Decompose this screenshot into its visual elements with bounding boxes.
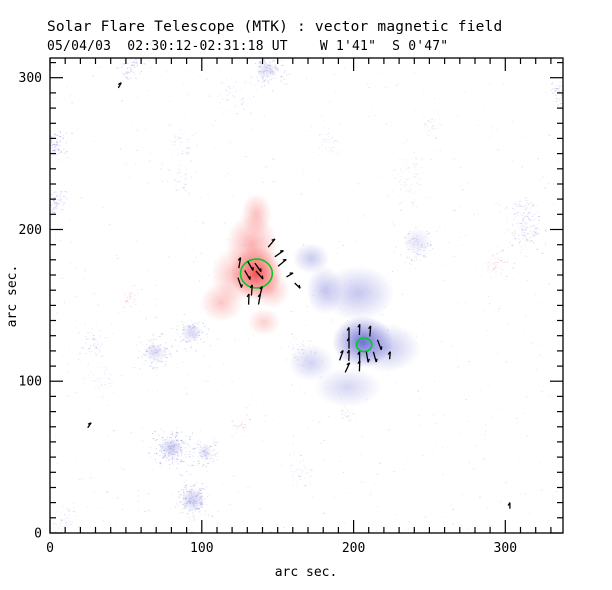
plot-title: Solar Flare Telescope (MTK) : vector mag… (47, 19, 502, 35)
x-tick-label: 100 (190, 541, 213, 556)
y-tick-label: 0 (34, 527, 42, 542)
speckle-clusters (38, 53, 571, 540)
y-tick-label: 100 (19, 375, 42, 390)
axes: 0 100 200 300 0 100 200 300 (19, 58, 563, 556)
magnetic-vector-field (88, 83, 510, 509)
x-tick-label: 300 (494, 541, 517, 556)
x-axis-label: arc sec. (275, 565, 338, 580)
x-tick-label: 200 (342, 541, 365, 556)
y-tick-label: 200 (19, 223, 42, 238)
background-speckle-field (50, 58, 563, 534)
y-axis-label: arc sec. (5, 265, 20, 328)
x-tick-label: 0 (46, 541, 54, 556)
plot-subtitle: 05/04/03 02:30:12-02:31:18 UT W 1'41" S … (47, 39, 448, 54)
y-tick-label: 300 (19, 71, 42, 86)
